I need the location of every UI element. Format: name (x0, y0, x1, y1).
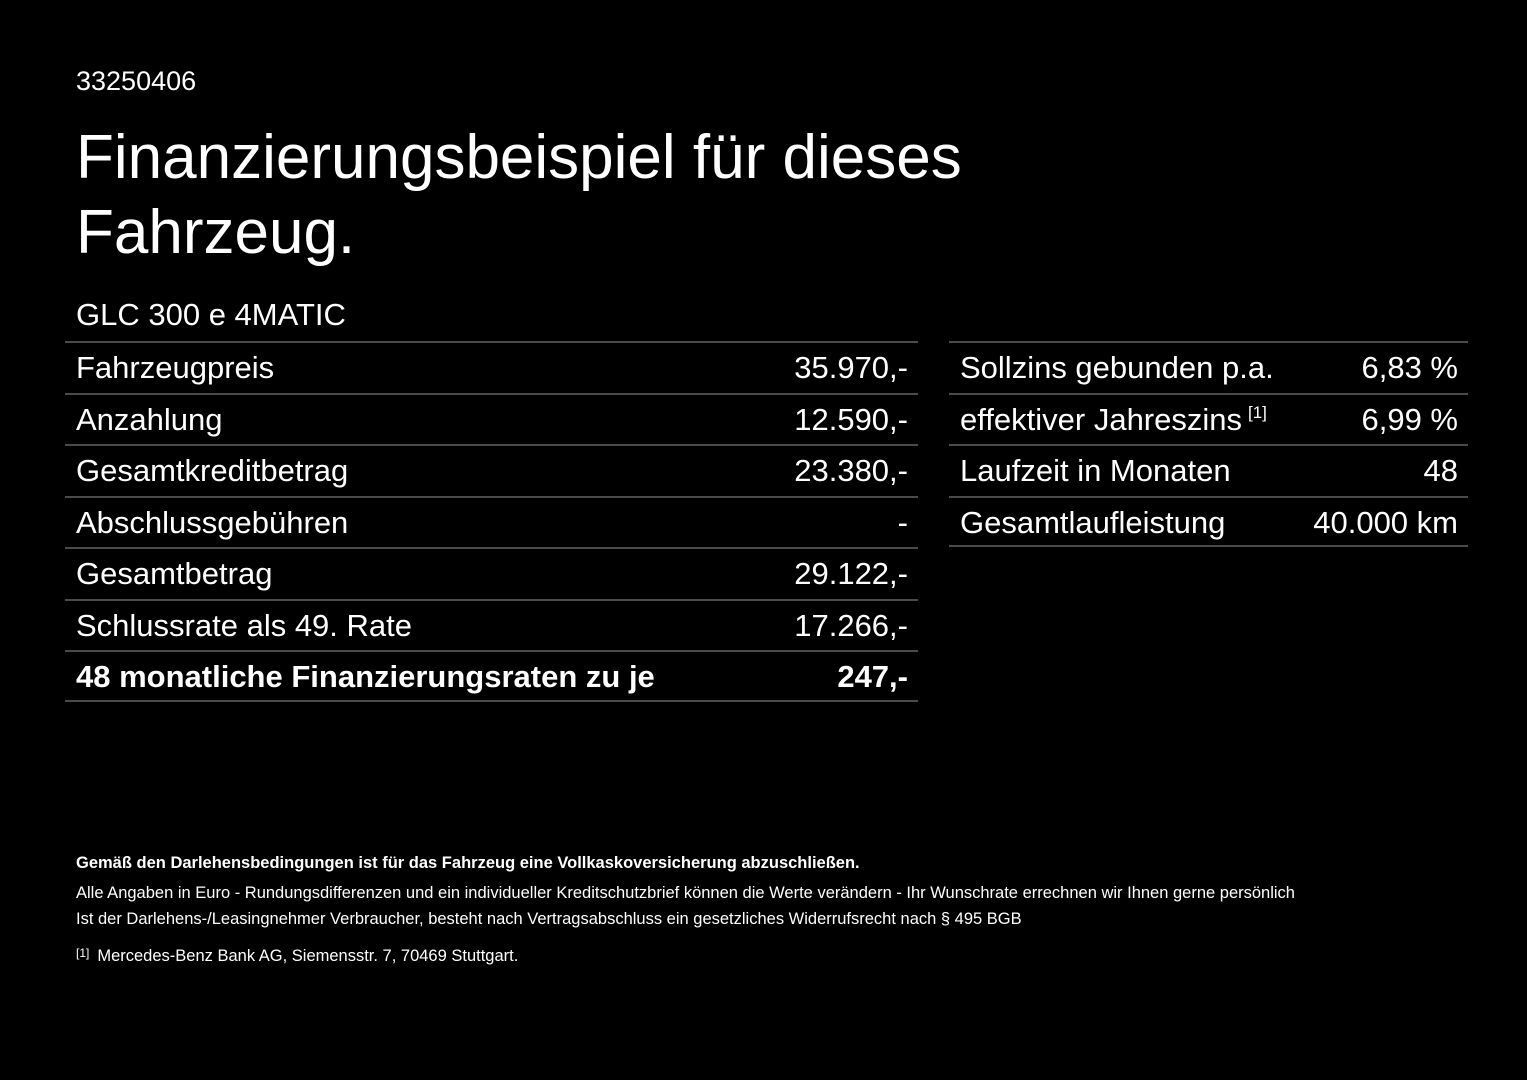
table-row: Abschlussgebühren - (65, 495, 918, 548)
page-title: Finanzierungsbeispiel für dieses Fahrzeu… (76, 123, 962, 267)
footnote-marker: [1] (76, 946, 90, 960)
row-label: Sollzins gebunden p.a. (960, 350, 1274, 385)
table-row: Fahrzeugpreis 35.970,- (65, 341, 918, 393)
monthly-rate-row: 48 monatliche Finanzierungsraten zu je 24… (65, 650, 918, 702)
table-row: Gesamtbetrag 29.122,- (65, 547, 918, 599)
row-label: Laufzeit in Monaten (960, 453, 1231, 488)
model-name: GLC 300 e 4MATIC (76, 297, 346, 332)
row-label: 48 monatliche Finanzierungsraten zu je (76, 659, 655, 694)
row-label: Gesamtlaufleistung (960, 504, 1226, 540)
offer-id: 33250406 (76, 66, 197, 96)
row-value: 23.380,- (794, 453, 908, 488)
table-row: Laufzeit in Monaten 48 (949, 444, 1468, 496)
row-value: - (897, 504, 908, 540)
financing-table: Fahrzeugpreis 35.970,- Anzahlung 12.590,- … (65, 341, 918, 702)
withdrawal-note: Ist der Darlehens-/Leasingnehmer Verbrau… (76, 910, 1022, 928)
footnote: [1] Mercedes-Benz Bank AG, Siemensstr. 7,… (76, 946, 518, 966)
row-label: Schlussrate als 49. Rate (76, 607, 413, 643)
row-label: Gesamtkreditbetrag (76, 453, 349, 488)
row-value: 35.970,- (794, 350, 908, 385)
interest-table: Sollzins gebunden p.a. 6,83 % effektiver … (949, 341, 1468, 547)
row-value: 12.590,- (794, 401, 908, 437)
euro-note: Alle Angaben in Euro - Rundungsdifferenz… (76, 884, 1295, 902)
footnote-marker: [1] (1248, 402, 1267, 422)
footnote-text: Mercedes-Benz Bank AG, Siemensstr. 7, 70… (97, 947, 519, 965)
table-row: Anzahlung 12.590,- (65, 392, 918, 445)
row-value: 48 (1423, 453, 1458, 488)
row-value: 247,- (837, 659, 908, 694)
table-row: Gesamtlaufleistung 40.000 km (949, 495, 1468, 547)
table-row: Schlussrate als 49. Rate 17.266,- (65, 598, 918, 651)
row-value: 17.266,- (794, 607, 908, 643)
row-label: Anzahlung (76, 401, 223, 437)
row-value: 6,83 % (1361, 350, 1458, 385)
row-value: 6,99 % (1361, 401, 1458, 437)
table-row: Sollzins gebunden p.a. 6,83 % (949, 341, 1468, 393)
row-label: Fahrzeugpreis (76, 350, 275, 385)
row-label: effektiver Jahreszins (960, 401, 1242, 437)
row-value: 40.000 km (1313, 504, 1458, 540)
table-row: Gesamtkreditbetrag 23.380,- (65, 444, 918, 496)
row-value: 29.122,- (794, 556, 908, 591)
row-label: Abschlussgebühren (76, 504, 349, 540)
row-label: Gesamtbetrag (76, 556, 273, 591)
table-row: effektiver Jahreszins [1] 6,99 % (949, 392, 1468, 445)
insurance-note: Gemäß den Darlehensbedingungen ist für d… (76, 854, 860, 872)
